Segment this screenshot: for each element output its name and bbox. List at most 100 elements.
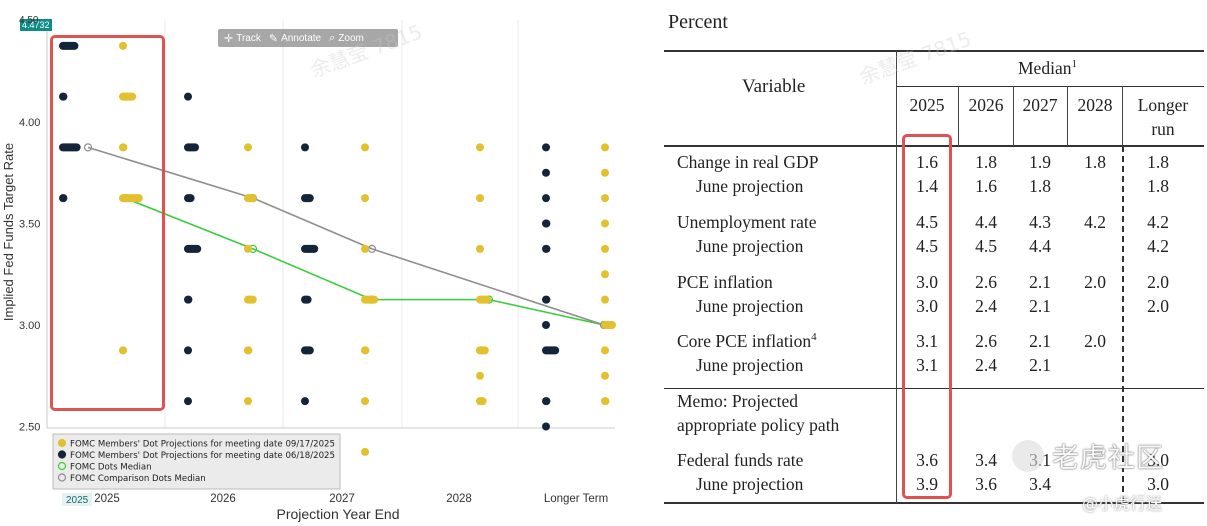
dot-sep2025 xyxy=(476,244,484,253)
row-value: 2.6 xyxy=(975,331,997,351)
x-highlight-label: 2025 xyxy=(66,495,89,506)
row-value: 3.6 xyxy=(916,450,938,470)
col-2027: 2027 xyxy=(1022,95,1058,115)
dot-jun2025 xyxy=(59,143,81,152)
row-value: 2.1 xyxy=(1029,355,1051,375)
dot-sep2025 xyxy=(601,244,609,253)
dot-sep2025 xyxy=(601,219,609,228)
dot-jun2025 xyxy=(184,346,192,355)
comparison-median-marker xyxy=(83,143,93,152)
variable-header: Variable xyxy=(742,76,806,97)
table-rule-bottom xyxy=(664,502,1204,504)
col-2026: 2026 xyxy=(968,95,1004,115)
tiger-logo-icon xyxy=(1012,439,1044,472)
y-axis-title: Implied Fed Funds Target Rate xyxy=(1,143,16,321)
row-value: 2.1 xyxy=(1029,272,1051,292)
dot-jun2025 xyxy=(542,168,550,177)
table-dashed-divider xyxy=(1122,146,1124,502)
annotate-tool[interactable]: ✎ Annotate xyxy=(268,32,322,45)
dot-sep2025 xyxy=(119,92,137,101)
x-tick-label: 2025 xyxy=(94,493,120,505)
dot-jun2025 xyxy=(542,143,550,152)
dot-sep2025 xyxy=(244,397,252,406)
dot-jun2025 xyxy=(59,194,68,203)
legend-comparison-median-label: FOMC Comparison Dots Median xyxy=(70,474,206,484)
dot-jun2025 xyxy=(542,422,550,431)
highlight-2025-column xyxy=(902,134,952,499)
median-header: Median1 xyxy=(1018,58,1077,78)
table-rule-top xyxy=(664,50,1204,52)
brand-watermark: 老虎社区 xyxy=(1012,436,1164,475)
table-vline-2 xyxy=(1013,86,1014,146)
row-value: 1.8 xyxy=(1147,152,1169,172)
row-value: 4.4 xyxy=(1029,236,1051,256)
dot-sep2025 xyxy=(361,244,369,253)
dot-sep2025 xyxy=(601,143,609,152)
projections-table: Percent Variable Median1 2025 2026 2027 … xyxy=(628,0,1207,526)
dot-sep2025 xyxy=(361,447,369,456)
magnifier-icon: ⌕ xyxy=(329,31,336,44)
crosshair-icon: ✛ xyxy=(224,32,234,45)
dot-sep2025 xyxy=(601,371,609,380)
dot-jun2025 xyxy=(542,244,551,253)
row-value: 2.0 xyxy=(1147,296,1169,316)
row-value: 3.9 xyxy=(916,474,938,494)
row-label: June projection xyxy=(696,355,804,375)
track-tool[interactable]: ✛ Track xyxy=(224,32,261,45)
row-value: 3.1 xyxy=(916,331,938,351)
row-value: 4.2 xyxy=(1147,212,1169,232)
row-label: Federal funds rate xyxy=(677,450,804,470)
dot-jun2025 xyxy=(301,244,319,253)
dot-sep2025 xyxy=(476,143,484,152)
table-rule-memo xyxy=(664,388,1204,389)
row-value: 4.4 xyxy=(975,212,997,232)
row-value: 1.8 xyxy=(1029,176,1051,196)
row-value: 3.4 xyxy=(1029,474,1051,494)
dot-sep2025 xyxy=(601,168,609,177)
row-value: 4.5 xyxy=(975,236,997,256)
dot-jun2025 xyxy=(184,244,202,253)
row-value: 1.8 xyxy=(1084,152,1106,172)
zoom-tool[interactable]: ⌕ Zoom xyxy=(329,31,364,44)
row-label: appropriate policy path xyxy=(677,415,840,435)
row-label: Change in real GDP xyxy=(677,152,819,172)
dot-sep2025 xyxy=(601,295,609,304)
dot-sep2025 xyxy=(601,194,609,203)
plot-area xyxy=(47,20,615,428)
row-value: 1.4 xyxy=(916,176,938,196)
dot-jun2025 xyxy=(184,397,192,406)
row-value: 3.0 xyxy=(916,272,938,292)
dot-sep2025 xyxy=(119,194,143,203)
row-value: 3.0 xyxy=(1147,450,1169,470)
table-vline-1 xyxy=(958,86,959,146)
table-rule-median xyxy=(896,86,1204,87)
dot-sep2025 xyxy=(119,346,127,355)
dot-jun2025 xyxy=(542,219,551,228)
row-value: 2.1 xyxy=(1029,331,1051,351)
row-value: 1.9 xyxy=(1029,152,1051,172)
row-value: 3.1 xyxy=(916,355,938,375)
row-value: 3.4 xyxy=(975,450,997,470)
table-vline-3 xyxy=(1067,86,1068,146)
dot-sep2025 xyxy=(476,397,487,406)
table-vline-4 xyxy=(1122,86,1123,146)
table-units: Percent xyxy=(668,11,728,33)
dot-jun2025 xyxy=(542,397,551,406)
row-label: Memo: Projected xyxy=(677,391,799,411)
current-value-label: 4.4732 xyxy=(22,20,50,30)
x-highlight-tag xyxy=(62,493,92,506)
comparison-median-line xyxy=(87,146,605,326)
y-tick-label: 4.00 xyxy=(19,117,40,129)
row-value: 4.5 xyxy=(916,212,938,232)
dot-sep2025 xyxy=(244,244,252,253)
dot-jun2025 xyxy=(59,41,79,50)
col-longer-run-2: run xyxy=(1151,119,1175,139)
row-value: 1.8 xyxy=(1147,176,1169,196)
dot-sep2025 xyxy=(244,295,257,304)
y-tick-label: 2.50 xyxy=(19,422,40,434)
dot-jun2025 xyxy=(542,295,551,304)
dot-sep2025 xyxy=(476,371,484,380)
dot-sep2025 xyxy=(601,346,609,355)
table-rule-header xyxy=(664,145,1204,147)
col-2028: 2028 xyxy=(1077,95,1113,115)
